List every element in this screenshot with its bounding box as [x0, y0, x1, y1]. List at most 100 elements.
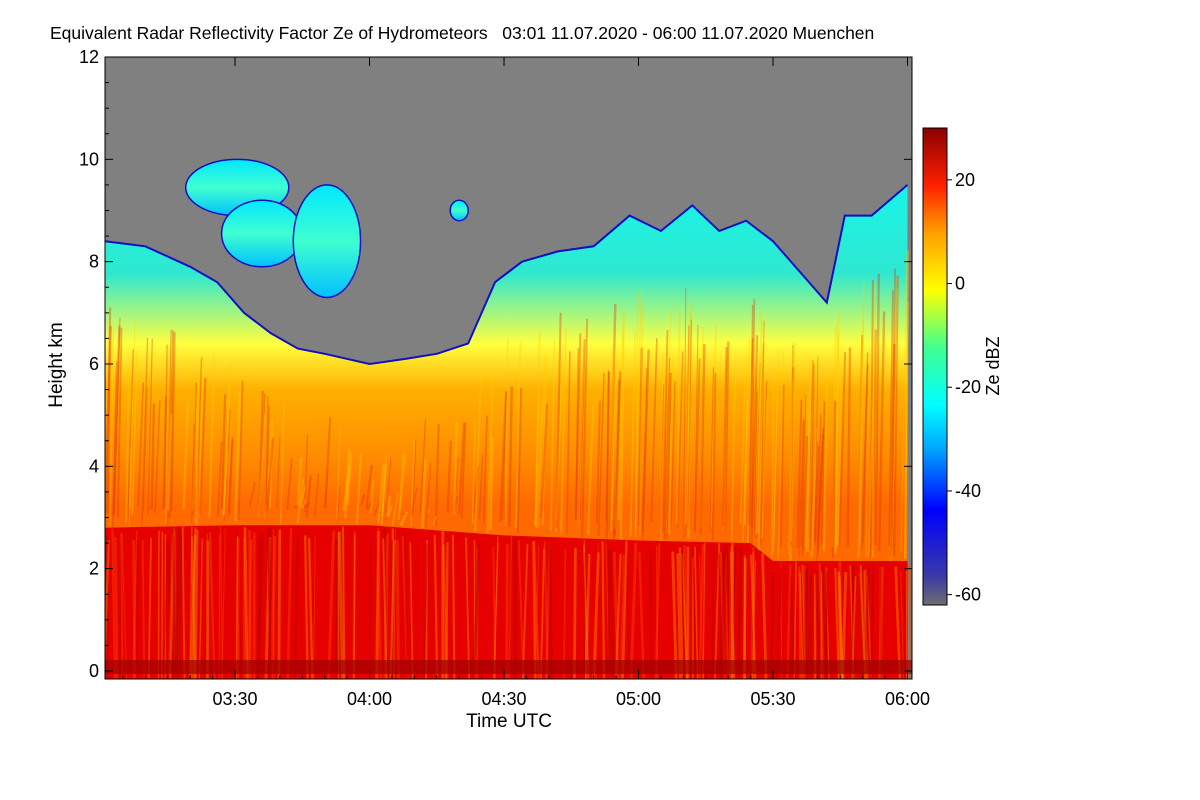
fall-streak	[780, 384, 785, 548]
fall-streak	[216, 441, 223, 518]
rain-streak	[714, 542, 721, 679]
fall-streak	[386, 496, 391, 517]
fall-streak	[268, 419, 274, 509]
rain-streak	[743, 555, 746, 679]
rain-streak	[692, 549, 698, 679]
rain-streak	[724, 543, 733, 679]
fall-streak	[324, 417, 332, 509]
fall-streak	[162, 396, 167, 510]
fall-streak	[223, 363, 231, 516]
colorbar: -60 -40 -20 0 20 Ze dBZ	[922, 127, 1003, 606]
fall-streak	[167, 329, 172, 526]
fall-streak	[170, 332, 176, 512]
rain-streak	[563, 548, 567, 679]
rain-streak	[353, 534, 356, 679]
rain-streak	[508, 535, 513, 679]
fall-streak	[391, 492, 399, 526]
fall-streak	[336, 426, 341, 520]
fall-streak	[801, 394, 807, 558]
fall-streak	[634, 289, 642, 532]
rain-streak	[678, 550, 683, 679]
fall-streak	[342, 466, 351, 511]
rain-streak	[403, 532, 409, 679]
rain-streak	[676, 553, 682, 679]
fall-streak	[889, 276, 898, 561]
fall-streak	[501, 391, 508, 520]
rain-streak	[192, 527, 197, 679]
fall-streak	[380, 455, 387, 526]
rain-streak	[475, 547, 479, 679]
fall-streak	[237, 380, 244, 520]
fall-streak	[753, 391, 758, 536]
fall-streak	[685, 325, 690, 537]
rain-streak	[532, 541, 540, 679]
rain-streak	[451, 535, 456, 679]
rain-streak	[189, 534, 197, 679]
fall-streak	[192, 382, 197, 517]
fall-streak	[401, 512, 406, 516]
y-tick-label: 4	[89, 456, 99, 476]
rain-streak	[264, 536, 272, 679]
rain-streak	[198, 538, 204, 679]
rain-streak	[368, 534, 373, 679]
fall-streak	[650, 338, 658, 523]
fall-streak	[857, 335, 864, 555]
fall-streak	[555, 381, 563, 533]
fall-streak	[474, 375, 482, 532]
rain-streak	[136, 539, 139, 679]
fall-streak	[831, 400, 837, 559]
colorbar-tick-label: 20	[955, 170, 975, 190]
fall-streak	[234, 390, 241, 522]
fall-streak	[227, 436, 233, 519]
fall-streak	[619, 325, 625, 540]
fall-streak	[377, 464, 385, 523]
fall-streak	[195, 376, 200, 525]
fall-streak	[662, 330, 669, 532]
rain-streak	[592, 552, 600, 679]
fall-streak	[581, 318, 589, 538]
fall-streak	[814, 356, 819, 546]
fall-streak	[858, 317, 864, 547]
rain-streak	[584, 553, 591, 679]
y-tick-label: 0	[89, 661, 99, 681]
fall-streak	[815, 446, 820, 543]
fall-streak	[641, 349, 650, 533]
fall-streak	[575, 348, 579, 520]
fall-streak	[608, 303, 617, 531]
fall-streak	[904, 301, 910, 559]
fall-streak	[816, 434, 824, 562]
rain-streak	[595, 542, 599, 679]
rain-streak	[583, 552, 586, 679]
upper-cloud-patch	[292, 184, 362, 299]
colorbar-tick-label: -20	[955, 377, 981, 397]
fall-streak	[337, 486, 341, 524]
rain-streak	[444, 542, 449, 679]
rain-streak	[391, 528, 396, 679]
fall-streak	[641, 368, 648, 541]
rain-streak	[572, 548, 577, 679]
fall-streak	[800, 418, 805, 547]
rain-layer	[105, 525, 908, 679]
fall-streak	[125, 366, 130, 523]
fall-streak	[790, 344, 794, 546]
rain-streak	[352, 531, 356, 679]
fall-streak	[676, 351, 684, 528]
rain-streak	[268, 528, 272, 679]
rain-streak	[235, 531, 243, 679]
plot-frame	[104, 56, 913, 680]
fall-streak	[892, 275, 899, 556]
rain-streak	[393, 528, 397, 679]
fall-streak	[301, 499, 307, 509]
fall-streak	[762, 380, 768, 541]
rain-streak	[401, 536, 409, 679]
rain-streak	[171, 526, 177, 679]
rain-streak	[341, 526, 346, 679]
rain-streak	[269, 535, 277, 679]
fall-streak	[777, 350, 784, 559]
y-tick-label: 10	[79, 149, 99, 169]
rain-streak	[671, 551, 678, 679]
fall-streak	[611, 378, 616, 521]
fall-streak	[835, 332, 840, 549]
rain-streak	[204, 533, 210, 679]
rain-streak	[801, 564, 807, 679]
